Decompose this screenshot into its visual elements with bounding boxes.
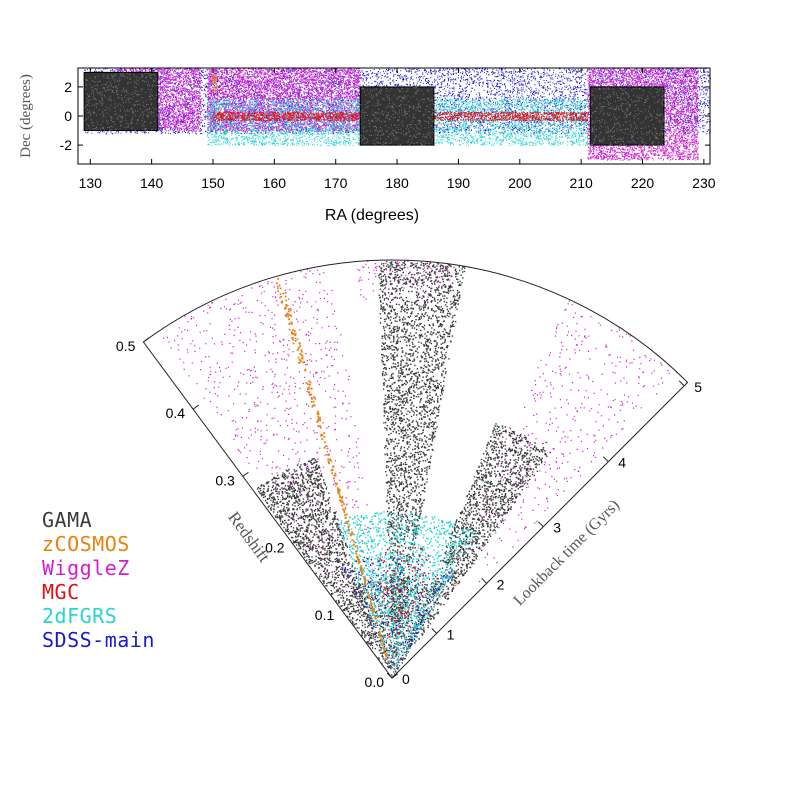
cone-outline [142,259,689,679]
lookback-tick-mark [386,672,393,679]
legend-item-wigglez: WiggleZ [42,556,130,580]
gama-field-1 [83,71,159,132]
top-y-tick-label: -2 [60,137,73,153]
top-x-tick-label: 220 [631,175,655,191]
cone-diagram: 0.0 0.1 0.2 0.3 0.4 0.5 0 1 2 3 4 5 Redshift Lookba… [116,259,702,690]
top-y-tick-label: 0 [64,108,72,124]
redshift-tick-label: 0.4 [166,405,186,421]
top-x-tick-label: 160 [263,175,287,191]
redshift-tick-label: 0.0 [365,674,385,690]
redshift-tick-mark [242,471,249,477]
cone-gama-core [352,578,442,679]
lookback-tick-label: 4 [618,455,626,471]
cone-gama-left [256,458,386,665]
lookback-tick-mark [602,456,609,463]
redshift-tick-mark [391,673,398,679]
gama-field-texture-1 [84,72,159,132]
region-points-2dfgrs [206,98,589,147]
legend-item-2dfgrs: 2dFGRS [42,604,118,628]
legend-item-sdss-main: SDSS-main [42,628,155,652]
lookback-tick-mark [431,628,438,634]
cone-sdss [342,553,451,669]
top-x-tick-label: 210 [569,175,593,191]
lookback-tick-label: 1 [447,626,455,642]
cone-frame [142,259,689,679]
top-x-tick-label: 140 [140,175,164,191]
top-x-tick-label: 190 [447,175,471,191]
redshift-tick-label: 0.5 [116,338,136,354]
redshift-axis-label: Redshift [224,508,274,566]
region-2dfgrs [206,98,589,147]
cone-zcosmos-streak [276,277,389,663]
top-x-tick-label: 150 [201,175,225,191]
top-y-tick-label: 2 [64,79,72,95]
gama-field-2 [359,86,435,146]
legend: GAMA zCOSMOS WiggleZ MGC 2dFGRS SDSS-main [42,508,155,652]
redshift-tick-label: 0.1 [315,607,335,623]
cone-wigglez-left [163,268,375,613]
lookback-axis-label: Lookback time (Gyrs) [510,497,623,610]
lookback-tick-label: 2 [497,576,505,592]
cone-points [163,260,678,679]
top-y-axis-label: Dec (degrees) [18,74,34,158]
cone-2dfgrs [337,511,477,677]
legend-item-mgc: MGC [42,580,80,604]
lookback-tick-label: 3 [553,520,561,536]
cone-ticks: 0.0 0.1 0.2 0.3 0.4 0.5 0 1 2 3 4 5 [116,337,702,690]
top-x-tick-label: 130 [79,175,103,191]
redshift-tick-label: 0.2 [265,540,285,556]
gama-field-texture-2 [360,87,435,147]
lookback-tick-label: 0 [402,671,410,687]
top-x-tick-label: 230 [692,175,716,191]
top-x-tick-label: 170 [324,175,348,191]
gama-field-texture-3 [590,86,665,146]
lookback-tick-mark [481,578,488,584]
redshift-tick-label: 0.3 [215,472,235,488]
redshift-tick-mark [143,337,150,343]
region-points-zcosmos [212,75,218,92]
gama-fields [83,71,665,147]
legend-item-zcosmos: zCOSMOS [42,532,130,556]
redshift-tick-mark [192,404,200,410]
lookback-tick-mark [537,521,544,528]
lookback-tick-mark [678,380,685,387]
cone-gama-right [401,423,551,664]
lookback-tick-label: 5 [694,379,702,395]
redshift-tick-mark [341,606,349,612]
sky-coverage-panel: 130 140 150 160 170 180 190 200 210 220 230 -2 0 2 RA… [18,67,716,224]
top-x-axis-label: RA (degrees) [325,207,419,224]
top-x-tick-label: 200 [508,175,532,191]
redshift-tick-mark [292,539,299,544]
cone-gama-center [378,260,466,666]
region-zcosmos [212,75,218,92]
legend-item-gama: GAMA [42,508,93,532]
top-axes-ticks: 130 140 150 160 170 180 190 200 210 220 230 -2 0 2 [60,68,716,191]
top-x-tick-label: 180 [385,175,409,191]
